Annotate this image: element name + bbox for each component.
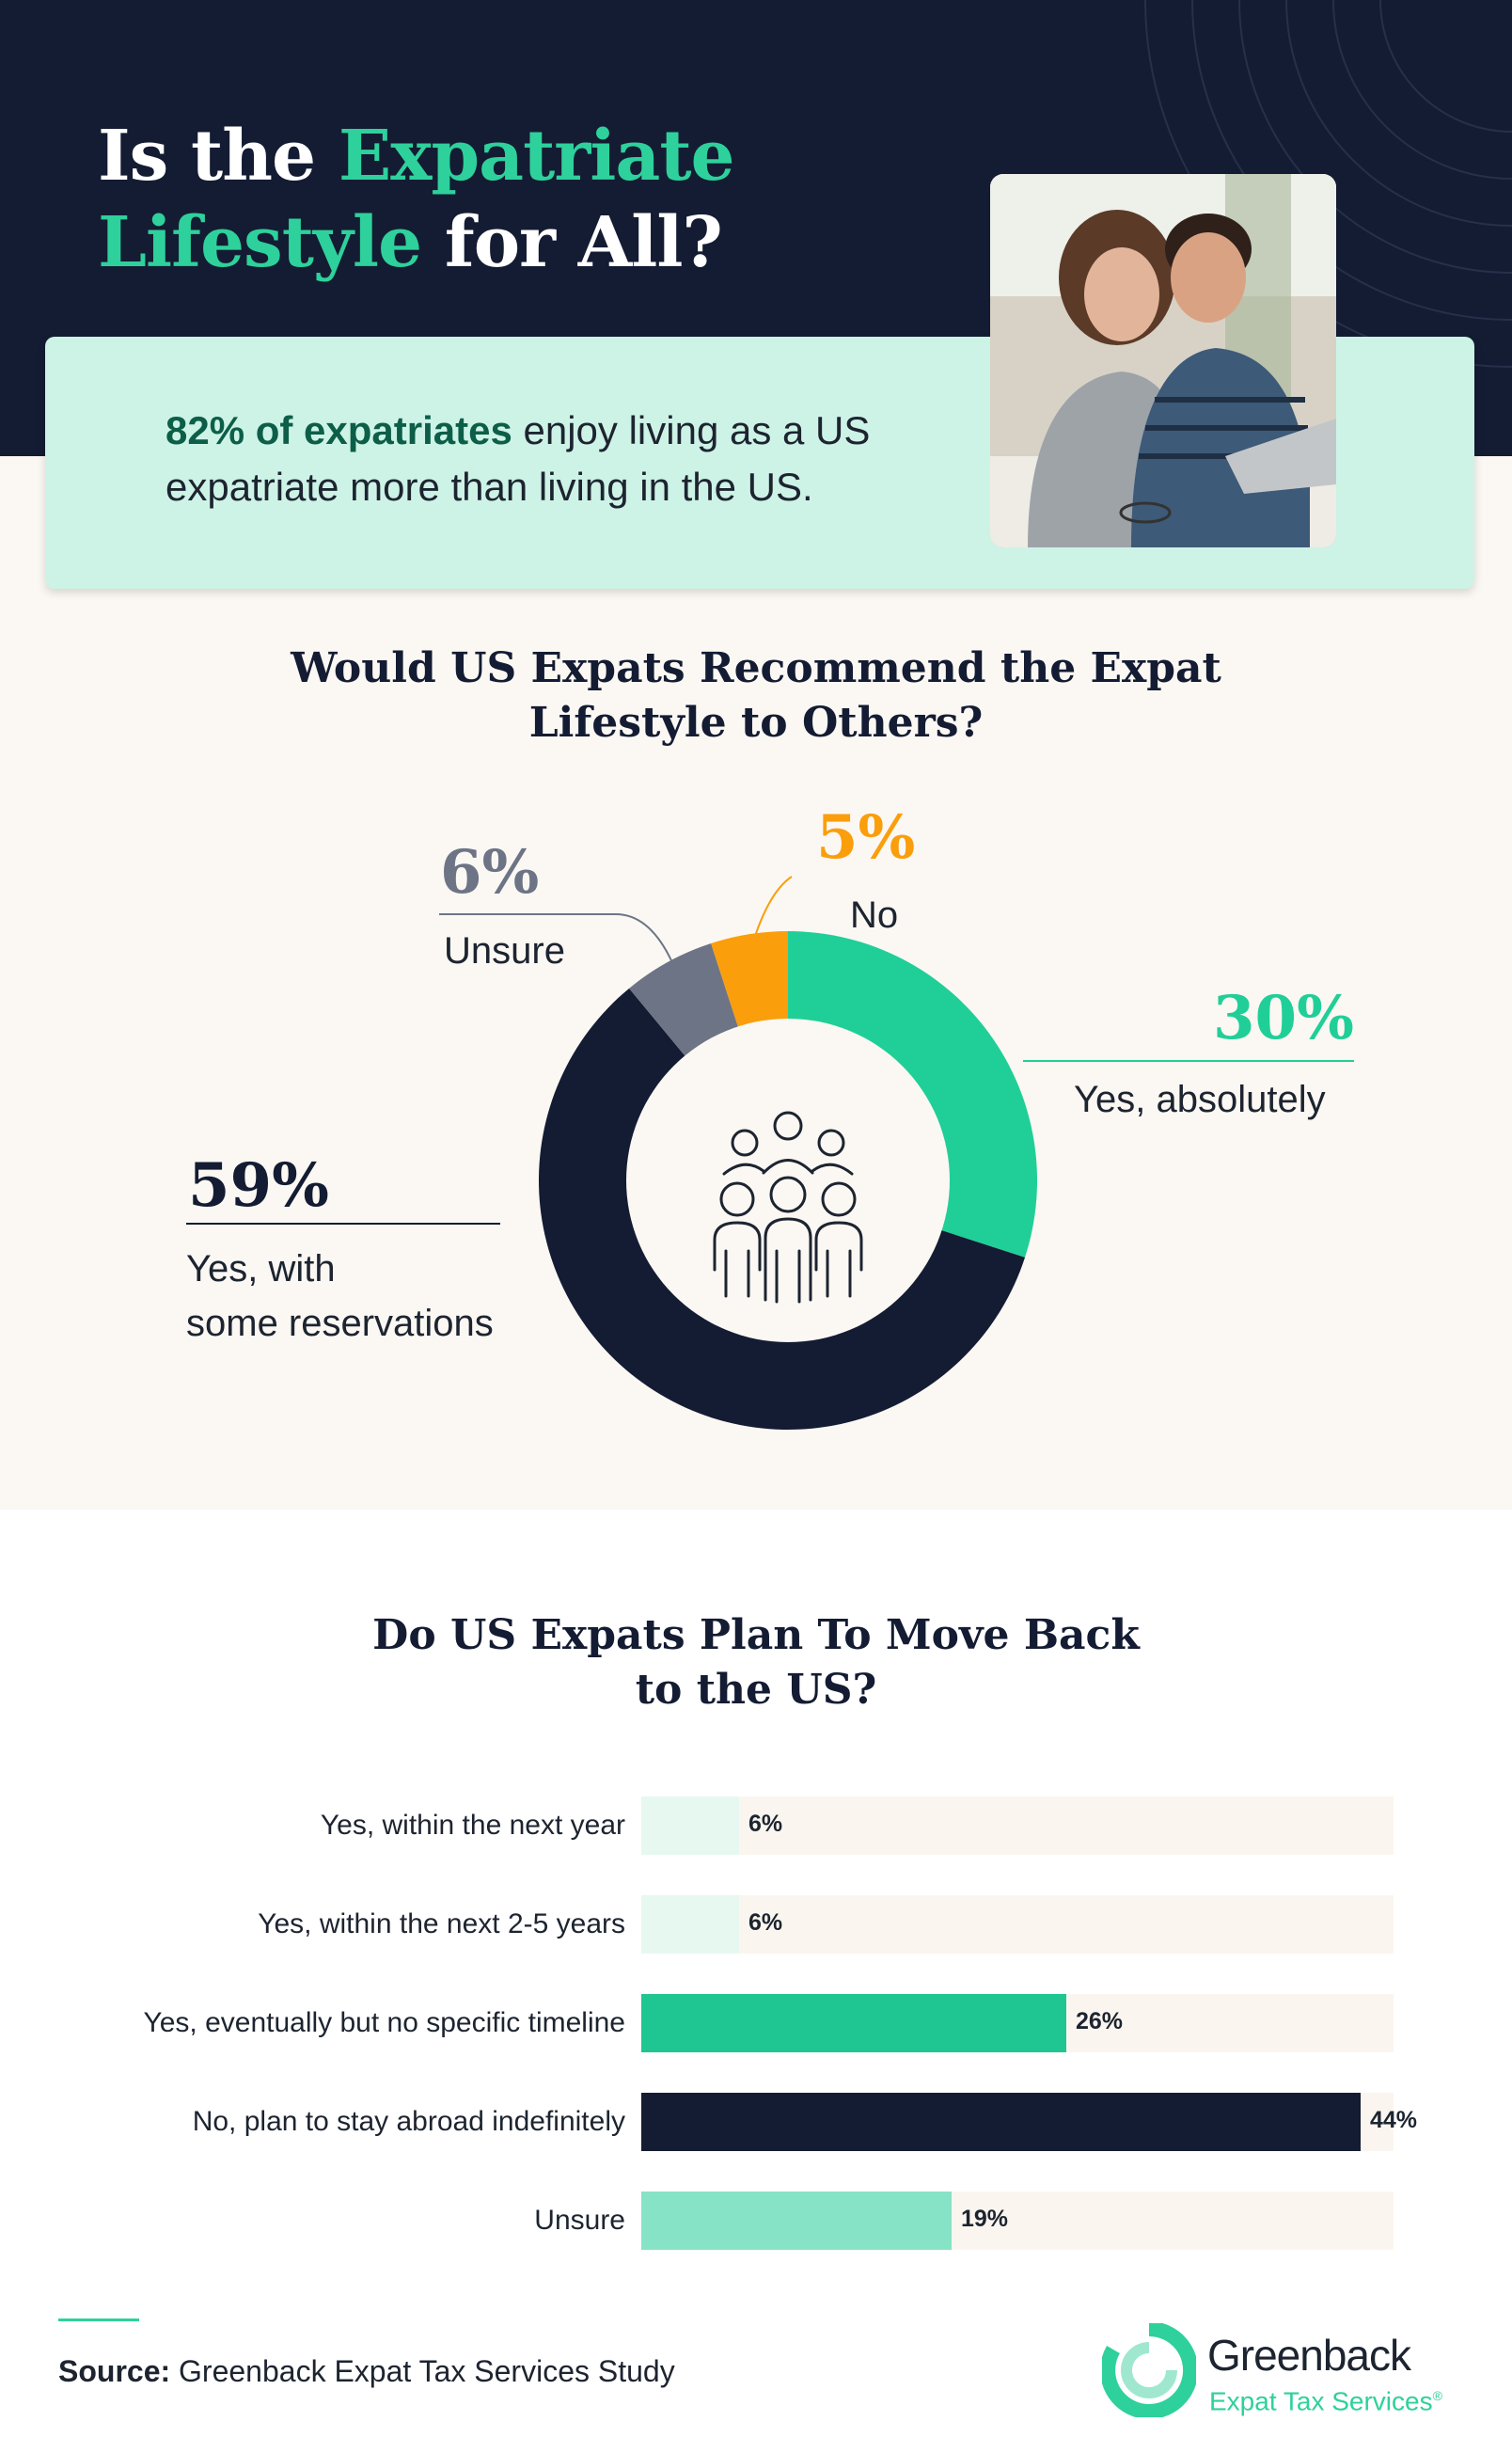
slice-no <box>711 931 788 1029</box>
bar-row-no-plan-to-stay-abroad-indefinitely: No, plan to stay abroad indefinitely 44% <box>0 2093 1512 2151</box>
rule-yes-absolutely <box>1023 1060 1354 1062</box>
couple-photo-illustration <box>990 174 1336 547</box>
callout-highlight: 82% of expatriates <box>165 408 512 452</box>
donut-value-yes-absolutely: 30% <box>1213 983 1354 1053</box>
reservations-line-1: Yes, with <box>186 1248 336 1290</box>
source-rule <box>58 2318 139 2321</box>
bar-fill <box>641 2192 952 2250</box>
bar-row-unsure: Unsure 19% <box>0 2192 1512 2250</box>
donut-value-yes-reservations: 59% <box>188 1150 329 1221</box>
bar-row-yes-within-the-next-year: Yes, within the next year 6% <box>0 1796 1512 1855</box>
donut-title-line-2: Lifestyle to Others? <box>528 699 984 747</box>
bar-chart-title: Do US Expats Plan To Move Back to the US… <box>0 1608 1512 1717</box>
bar-category-label: Yes, eventually but no specific timeline <box>143 2007 625 2038</box>
donut-label-no: No <box>850 894 899 936</box>
donut-value-no: 5% <box>816 802 916 873</box>
donut-hole <box>626 1019 950 1342</box>
source-label: Source: <box>58 2354 171 2388</box>
page-title: Is the Expatriate Lifestyle for All? <box>98 113 735 286</box>
slice-yes-absolutely <box>788 931 1038 1258</box>
greenback-logo-icon <box>1102 2323 1196 2417</box>
donut-label-unsure: Unsure <box>444 930 565 972</box>
rule-yes-reservations <box>186 1223 500 1225</box>
bar-value-label: 44% <box>1370 2107 1418 2133</box>
reservations-line-2: some reservations <box>186 1303 494 1344</box>
callout-text: 82% of expatriates enjoy living as a US … <box>165 403 993 515</box>
donut-chart-title: Would US Expats Recommend the Expat Life… <box>0 641 1512 751</box>
callout-rest: enjoy living as a US expatriate more tha… <box>165 408 871 509</box>
bar-fill <box>641 1895 739 1954</box>
bar-fill <box>641 1994 1066 2052</box>
logo-subtitle: Expat Tax Services® <box>1209 2380 1442 2417</box>
title-line-2: Lifestyle for All? <box>98 202 723 283</box>
slice-unsure <box>629 942 739 1058</box>
bar-row-yes-eventually-but-no-specific-timeline: Yes, eventually but no specific timeline… <box>0 1994 1512 2052</box>
bar-category-label: Yes, within the next 2-5 years <box>258 1908 625 1939</box>
logo-sub-text: Expat Tax Services <box>1209 2386 1433 2416</box>
bar-category-label: Unsure <box>534 2205 625 2236</box>
donut-chart <box>439 876 1038 1430</box>
bar-value-label: 6% <box>748 1909 783 1936</box>
bar-value-label: 6% <box>748 1811 783 1837</box>
bar-track: 6% <box>641 1796 1394 1855</box>
leader-line-no <box>748 876 793 956</box>
bar-category-label: No, plan to stay abroad indefinitely <box>192 2106 625 2137</box>
slice-yes-reservations <box>539 988 1026 1430</box>
bar-value-label: 26% <box>1076 2008 1124 2034</box>
bar-track: 44% <box>641 2093 1417 2151</box>
bar-value-label: 19% <box>961 2206 1009 2232</box>
logo-name: Greenback <box>1207 2331 1411 2380</box>
bar-track: 26% <box>641 1994 1394 2052</box>
bar-fill <box>641 1796 739 1855</box>
donut-label-yes-reservations: Yes, with some reservations <box>186 1242 494 1351</box>
source-text: Greenback Expat Tax Services Study <box>170 2354 675 2388</box>
bar-fill <box>641 2093 1361 2151</box>
donut-title-line-1: Would US Expats Recommend the Expat <box>291 644 1221 692</box>
bar-title-line-2: to the US? <box>635 1666 877 1714</box>
source-note: Source: Greenback Expat Tax Services Stu… <box>58 2351 675 2391</box>
donut-value-unsure: 6% <box>440 837 540 908</box>
donut-label-yes-absolutely: Yes, absolutely <box>1074 1079 1326 1120</box>
people-group-icon <box>713 1111 863 1304</box>
title-line-1: Is the Expatriate <box>98 116 735 197</box>
couple-photo <box>990 174 1336 547</box>
bar-track: 19% <box>641 2192 1394 2250</box>
registered-mark: ® <box>1432 2388 1442 2403</box>
bar-track: 6% <box>641 1895 1394 1954</box>
bar-category-label: Yes, within the next year <box>320 1810 625 1841</box>
bar-title-line-1: Do US Expats Plan To Move Back <box>372 1611 1140 1659</box>
bar-row-yes-within-the-next-2-5-years: Yes, within the next 2-5 years 6% <box>0 1895 1512 1954</box>
leader-line-unsure <box>439 913 678 974</box>
